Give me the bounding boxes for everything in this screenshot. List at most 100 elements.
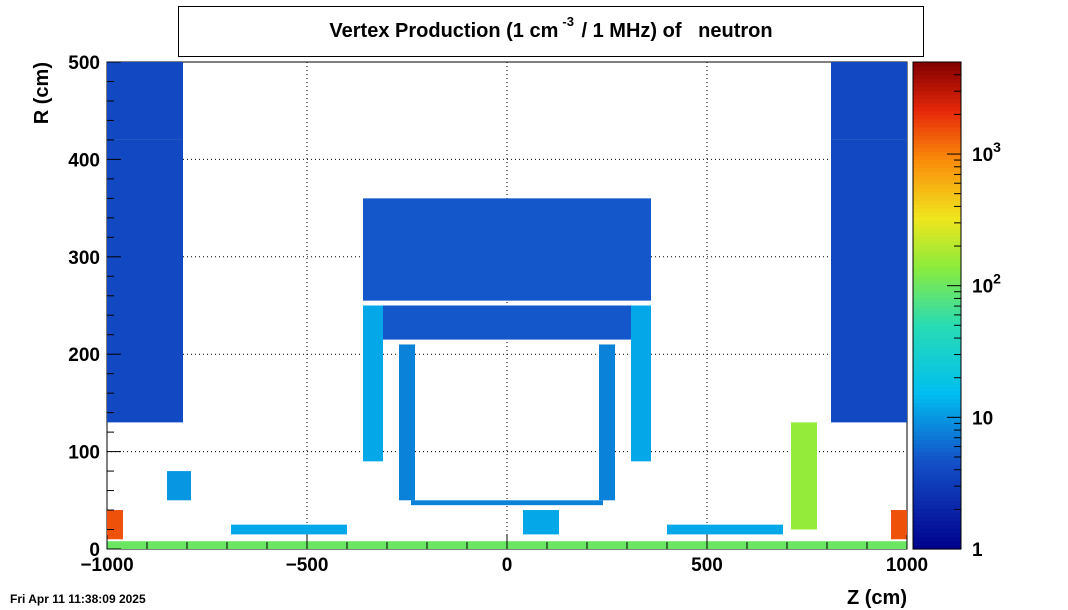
colorbar-band: [913, 447, 961, 453]
colorbar-band: [913, 147, 961, 152]
heatmap-region: [231, 524, 347, 535]
colorbar-band: [913, 195, 961, 201]
colorbar-band: [913, 455, 961, 461]
colorbar-band: [913, 342, 961, 347]
y-tick-label: 100: [68, 443, 100, 464]
colorbar-band: [913, 86, 961, 92]
colorbar-tick-label: 102: [972, 271, 1001, 298]
colorbar-tick-label: 10: [972, 408, 993, 429]
colorbar-band: [913, 106, 961, 112]
colorbar-band: [913, 204, 961, 209]
colorbar-band: [913, 159, 961, 165]
colorbar-band: [913, 297, 961, 303]
colorbar-band: [913, 70, 961, 75]
colorbar-band: [913, 273, 961, 278]
colorbar-band: [913, 289, 961, 294]
heatmap-region: [667, 524, 783, 535]
heatmap-region: [363, 198, 651, 301]
colorbar-band: [913, 439, 961, 445]
y-tick-label: 500: [68, 53, 100, 74]
colorbar-band: [913, 110, 961, 116]
colorbar-band: [913, 293, 961, 298]
timestamp: Fri Apr 11 11:38:09 2025: [10, 592, 146, 606]
heatmap-region: [383, 305, 631, 340]
colorbar-band: [913, 139, 961, 144]
x-tick-label: −1000: [80, 555, 133, 576]
colorbar: 1 10 102 103: [912, 61, 1001, 561]
colorbar-band: [913, 374, 961, 380]
colorbar-band: [913, 268, 961, 274]
heatmap-region: [599, 344, 615, 501]
colorbar-band: [913, 163, 961, 169]
colorbar-band: [913, 427, 961, 432]
colorbar-band: [913, 260, 961, 266]
colorbar-band: [913, 370, 961, 376]
colorbar-band: [913, 281, 961, 286]
colorbar-band: [913, 540, 961, 546]
colorbar-band: [913, 496, 961, 501]
colorbar-band: [913, 504, 961, 510]
colorbar-band: [913, 130, 961, 136]
colorbar-band: [913, 382, 961, 388]
colorbar-band: [913, 471, 961, 477]
colorbar-band: [913, 277, 961, 282]
colorbar-band: [913, 484, 961, 489]
colorbar-band: [913, 459, 961, 465]
heatmap-region: [107, 62, 183, 140]
heatmap-regions: [107, 62, 907, 549]
colorbar-band: [913, 398, 961, 404]
colorbar-band: [913, 317, 961, 323]
colorbar-band: [913, 544, 961, 550]
colorbar-band: [913, 321, 961, 327]
x-tick-label: −500: [286, 555, 329, 576]
colorbar-band: [913, 354, 961, 359]
colorbar-band: [913, 143, 961, 148]
colorbar-band: [913, 528, 961, 534]
heatmap-region: [167, 471, 191, 501]
colorbar-band: [913, 325, 961, 331]
colorbar-band: [913, 431, 961, 436]
colorbar-band: [913, 536, 961, 542]
colorbar-band: [913, 301, 961, 307]
colorbar-band: [913, 406, 961, 412]
colorbar-frame: [912, 61, 962, 550]
x-tick-label: 1000: [886, 555, 928, 576]
colorbar-band: [913, 366, 961, 372]
heatmap-region: [891, 510, 907, 540]
colorbar-tick-label: 1: [972, 540, 983, 561]
y-tick-label: 400: [68, 150, 100, 171]
colorbar-band: [913, 516, 961, 522]
colorbar-band: [913, 350, 961, 355]
axis-ticks: −1000 −500 0 500 1000 0 100 200 300 400 500: [68, 53, 928, 576]
colorbar-band: [913, 309, 961, 315]
colorbar-band: [913, 216, 961, 221]
colorbar-band: [913, 264, 961, 270]
colorbar-band: [913, 500, 961, 505]
colorbar-band: [913, 62, 961, 67]
colorbar-band: [913, 224, 961, 229]
colorbar-band: [913, 488, 961, 493]
colorbar-band: [913, 492, 961, 497]
chart-title-box: Vertex Production (1 cm -3 / 1 MHz) of ne…: [178, 6, 924, 57]
colorbar-band: [913, 82, 961, 87]
colorbar-band: [913, 411, 961, 416]
colorbar-band: [913, 208, 961, 213]
colorbar-band: [913, 252, 961, 258]
colorbar-band: [913, 212, 961, 217]
colorbar-band: [913, 232, 961, 238]
colorbar-band: [913, 402, 961, 408]
colorbar-band: [913, 151, 961, 156]
colorbar-band: [913, 248, 961, 254]
colorbar-band: [913, 167, 961, 173]
colorbar-band: [913, 435, 961, 441]
colorbar-band: [913, 74, 961, 79]
colorbar-band: [913, 451, 961, 457]
heatmap-region: [411, 500, 603, 506]
heatmap-region: [363, 305, 383, 462]
colorbar-band: [913, 122, 961, 128]
chart-title-rest: / 1 MHz) of neutron: [575, 20, 773, 42]
colorbar-band: [913, 256, 961, 262]
heatmap-region: [399, 344, 415, 501]
colorbar-band: [913, 475, 961, 481]
